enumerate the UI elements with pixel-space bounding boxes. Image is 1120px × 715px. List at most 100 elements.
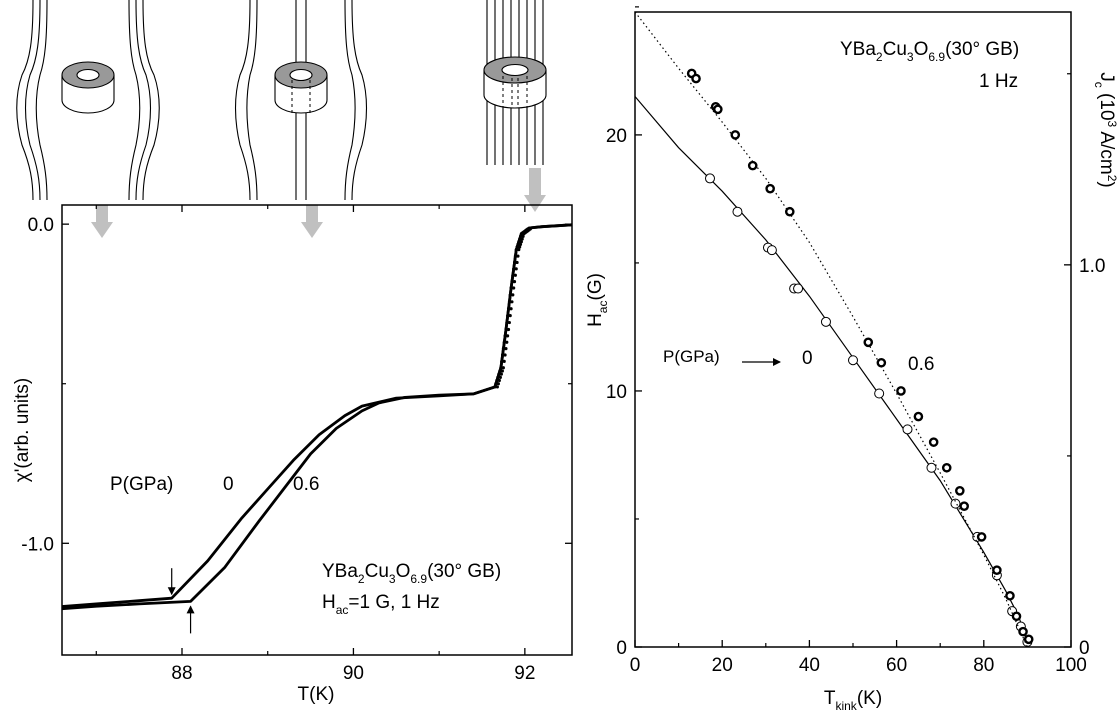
right-data-point-0 bbox=[848, 355, 858, 366]
right-data-point-0.6 bbox=[941, 462, 952, 473]
left-axis-ticks: 88 90 92 0.0 -1.0 bbox=[21, 205, 572, 684]
right-fit-line-0.6 bbox=[634, 11, 1028, 648]
right-data-point-0.6 bbox=[876, 357, 887, 368]
right-y-tick-label: 10 bbox=[606, 382, 627, 403]
left-data-point bbox=[518, 245, 522, 249]
right-x-tick-label: 60 bbox=[886, 655, 907, 676]
right-x-tick-label: 40 bbox=[799, 655, 820, 676]
right-data-point-0 bbox=[793, 283, 804, 294]
left-series-line-0.6 bbox=[61, 223, 573, 611]
right-y2-tick-label: 0 bbox=[1079, 638, 1090, 659]
left-data-point bbox=[521, 234, 525, 238]
right-series-label-0: 0 bbox=[802, 348, 813, 369]
left-data-point bbox=[503, 353, 507, 357]
left-data-point bbox=[512, 286, 516, 290]
left-data-point bbox=[519, 240, 523, 244]
right-data-point-0 bbox=[732, 206, 743, 217]
left-data-point bbox=[516, 254, 520, 258]
right-x-tick-label: 20 bbox=[712, 655, 733, 676]
left-data-point bbox=[509, 307, 513, 311]
right-pressure-label: P(GPa) bbox=[663, 347, 720, 366]
left-y-axis-label: χ'(arb. units) bbox=[12, 378, 33, 482]
left-data-point bbox=[495, 385, 499, 389]
left-data-point bbox=[498, 375, 502, 379]
right-data-point-0.6 bbox=[992, 565, 1002, 575]
left-data-point bbox=[528, 227, 532, 231]
right-data-layer bbox=[634, 11, 1034, 648]
right-data-point-0.6 bbox=[955, 486, 965, 496]
left-x-axis-label: T(K) bbox=[298, 684, 335, 705]
left-x-tick-label: 88 bbox=[171, 663, 192, 684]
right-data-point-0 bbox=[704, 173, 715, 184]
left-series-line-0 bbox=[61, 223, 573, 608]
schematic-flux-excluded bbox=[16, 0, 160, 238]
right-data-point-0.6 bbox=[1023, 634, 1034, 645]
left-chart: 88 90 92 0.0 -1.0 T(K) χ'(arb. units) P(GPa)… bbox=[12, 204, 573, 705]
left-data-point bbox=[510, 300, 514, 304]
right-data-point-0.6 bbox=[730, 130, 741, 140]
right-series-label-0.6: 0.6 bbox=[908, 354, 934, 375]
left-data-point bbox=[520, 237, 524, 241]
right-data-point-0 bbox=[820, 316, 831, 327]
right-data-point-0.6 bbox=[959, 501, 969, 511]
left-series-label-0: 0 bbox=[223, 474, 234, 495]
schematic-partial-penetration bbox=[235, 0, 367, 238]
right-y-axis-label: Hac(G) bbox=[585, 273, 610, 327]
right-y-tick-label: 0 bbox=[616, 638, 627, 659]
right-x-tick-label: 0 bbox=[630, 655, 641, 676]
left-data-point bbox=[508, 314, 512, 318]
right-y2-tick-label: 1.0 bbox=[1079, 256, 1105, 277]
right-x-tick-label: 80 bbox=[973, 655, 994, 676]
left-data-point bbox=[504, 347, 508, 351]
left-y-tick-label: 0.0 bbox=[28, 215, 54, 236]
left-x-tick-label: 92 bbox=[514, 663, 535, 684]
left-pressure-label: P(GPa) bbox=[110, 474, 173, 495]
right-data-point-0.6 bbox=[1005, 590, 1015, 601]
right-data-point-0 bbox=[902, 424, 913, 435]
right-data-point-0 bbox=[766, 245, 777, 256]
right-x-tick-label: 100 bbox=[1055, 655, 1087, 676]
right-data-point-0.6 bbox=[1011, 611, 1022, 622]
right-data-point-0.6 bbox=[976, 532, 987, 542]
right-y-tick-label: 20 bbox=[606, 126, 627, 147]
left-field-annotation: Hac=1 G, 1 Hz bbox=[322, 592, 440, 617]
right-data-point-0.6 bbox=[913, 411, 924, 422]
right-data-point-0.6 bbox=[1018, 626, 1028, 637]
right-fit-line-0 bbox=[634, 96, 1030, 648]
left-data-point bbox=[518, 242, 523, 246]
right-data-point-0.6 bbox=[747, 160, 758, 171]
left-data-point bbox=[502, 359, 506, 363]
left-data-point bbox=[513, 273, 517, 277]
right-data-point-0.6 bbox=[896, 386, 906, 396]
right-data-point-0.6 bbox=[863, 337, 874, 348]
left-x-tick-label: 90 bbox=[343, 663, 364, 684]
left-data-point bbox=[517, 248, 521, 252]
right-data-point-0 bbox=[950, 498, 961, 509]
right-y2-axis-label: Jc (103 A/cm2) bbox=[1092, 72, 1119, 187]
left-series-label-0.6: 0.6 bbox=[293, 474, 319, 495]
right-data-point-0.6 bbox=[928, 437, 939, 447]
left-data-point bbox=[506, 334, 510, 338]
right-data-point-0 bbox=[926, 462, 937, 473]
right-data-point-0.6 bbox=[691, 73, 701, 84]
left-data-point bbox=[507, 320, 511, 325]
left-plot-frame bbox=[61, 204, 573, 656]
left-formula-annotation: YBa2Cu3O6.9(30° GB) bbox=[322, 561, 501, 586]
right-data-point-0 bbox=[874, 388, 885, 399]
right-plot-frame bbox=[634, 11, 1072, 648]
left-data-point bbox=[506, 327, 511, 332]
right-x-axis-label: Tkink(K) bbox=[824, 688, 882, 713]
left-data-point bbox=[500, 369, 504, 373]
left-data-layer bbox=[61, 223, 573, 634]
right-formula-annotation: YBa2Cu3O6.9(30° GB) bbox=[840, 39, 1019, 64]
schematic-full-penetration bbox=[483, 0, 547, 212]
left-data-point bbox=[514, 267, 518, 271]
right-frequency-annotation: 1 Hz bbox=[979, 71, 1018, 92]
right-data-point-0.6 bbox=[713, 104, 723, 115]
left-data-point bbox=[499, 372, 503, 376]
left-data-point bbox=[512, 279, 517, 284]
left-data-point bbox=[505, 340, 509, 344]
